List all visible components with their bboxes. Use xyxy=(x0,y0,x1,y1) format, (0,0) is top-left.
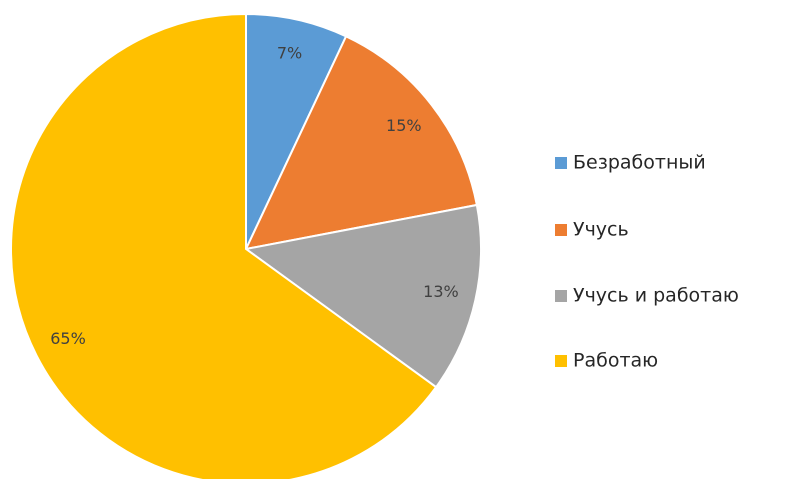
pie-slice xyxy=(244,35,479,251)
legend-swatch xyxy=(555,355,567,367)
pie-slice xyxy=(10,12,438,479)
data-label: 7% xyxy=(277,44,302,63)
pie-slice xyxy=(245,12,348,250)
legend-label: Учусь xyxy=(573,219,629,241)
legend-label: Работаю xyxy=(573,350,658,372)
legend-swatch xyxy=(555,224,567,236)
data-label: 13% xyxy=(423,282,459,301)
pie-slice xyxy=(243,203,482,389)
data-label: 15% xyxy=(386,116,422,135)
legend-swatch xyxy=(555,157,567,169)
legend-label: Учусь и работаю xyxy=(573,285,739,307)
legend-label: Безработный xyxy=(573,152,706,174)
legend-swatch xyxy=(555,290,567,302)
data-label: 65% xyxy=(50,329,86,348)
